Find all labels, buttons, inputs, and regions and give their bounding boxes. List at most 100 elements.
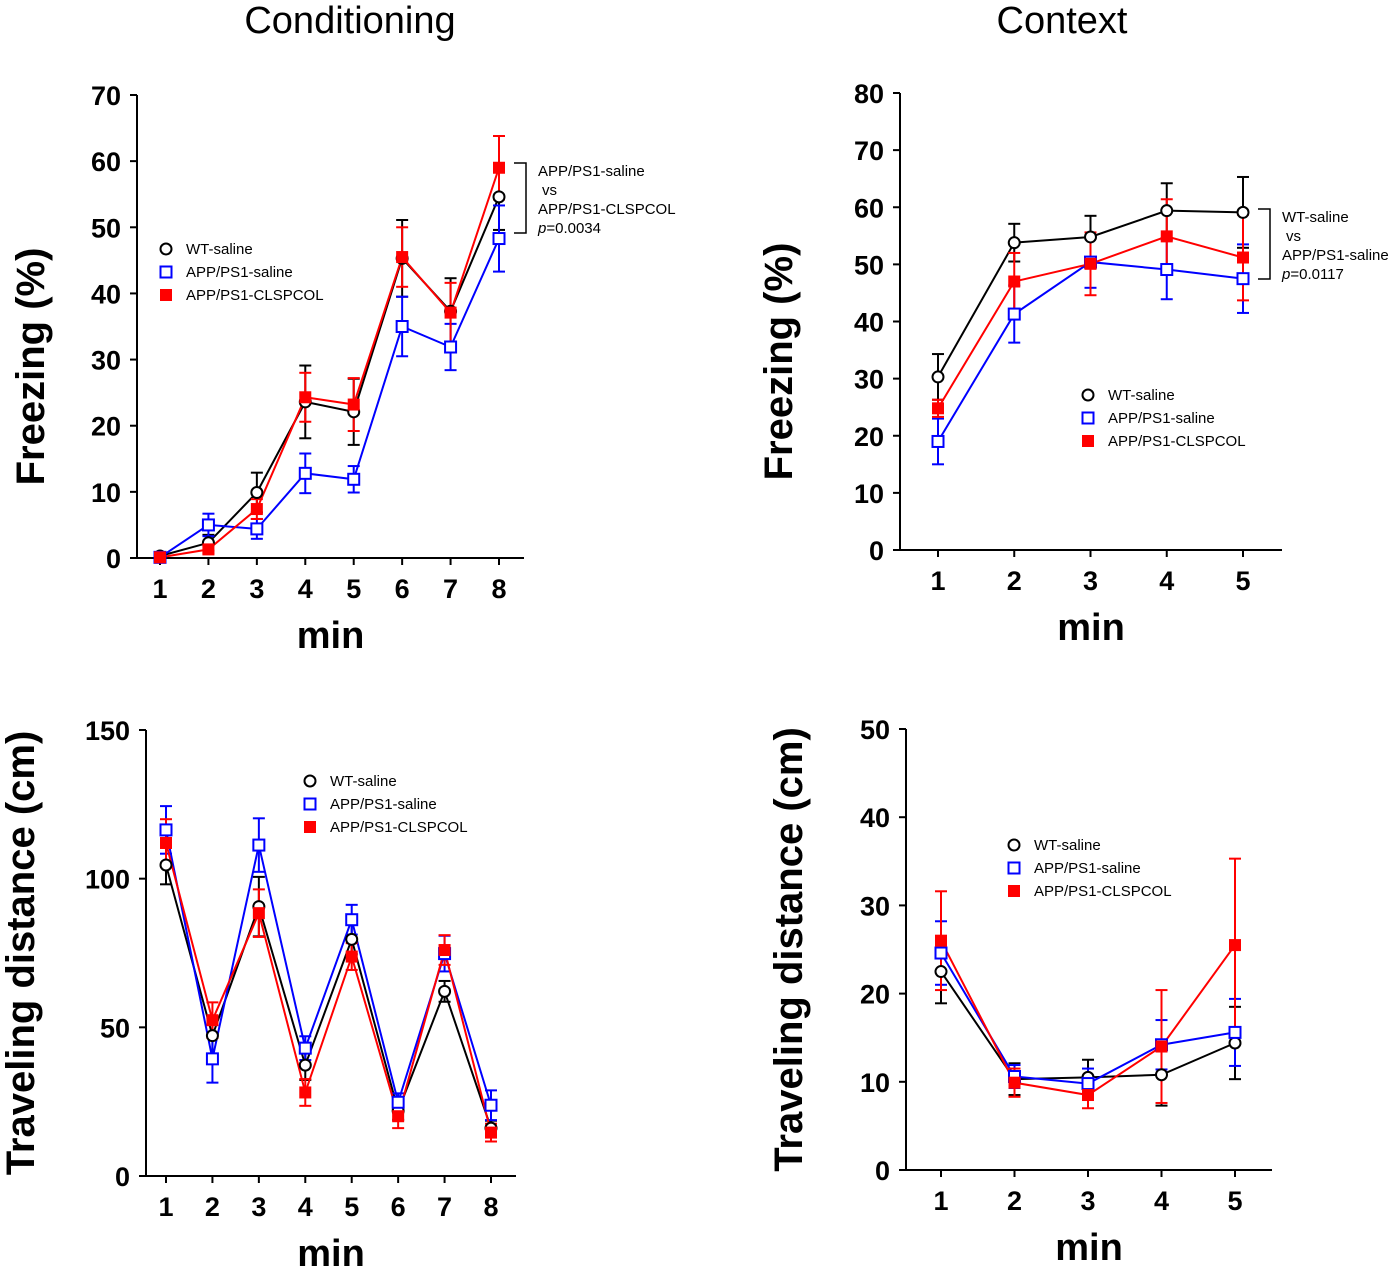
- series-line: [159, 238, 500, 559]
- data-point: [1160, 263, 1174, 277]
- data-point: [485, 1126, 497, 1139]
- y-tick-label: 30: [860, 891, 890, 921]
- y-tick-label: 80: [854, 79, 884, 109]
- data-point: [1229, 939, 1241, 952]
- x-tick-label: 5: [346, 574, 361, 604]
- y-tick-label: 10: [854, 479, 884, 509]
- y-tick-label: 50: [91, 213, 121, 243]
- annotation-text: WT-saline: [1282, 209, 1349, 226]
- data-point: [438, 984, 452, 998]
- x-tick-label: 4: [1159, 566, 1174, 596]
- data-point: [1155, 1040, 1168, 1053]
- data-point: [347, 472, 361, 486]
- data-point: [444, 340, 458, 354]
- data-point: [345, 913, 359, 927]
- data-point: [1081, 1077, 1095, 1091]
- y-tick-label: 50: [860, 715, 890, 745]
- data-point: [252, 907, 265, 920]
- data-point: [1228, 1025, 1242, 1039]
- data-point: [438, 944, 451, 957]
- panel-1: 0 10 20 30 40 50 60 70 1 2 3 4 5 6 7 8 min Freezing (%) WT…: [9, 81, 676, 657]
- series-wt-saline: [154, 162, 505, 559]
- legend-label: APP/PS1-CLSPCOL: [1108, 433, 1246, 450]
- panel-4: 0 10 20 30 40 50 1 2 3 4 5 min Traveling distance (c…: [767, 715, 1272, 1268]
- x-tick-label: 2: [201, 574, 216, 604]
- data-point: [345, 950, 358, 963]
- y-tick-label: 60: [91, 147, 121, 177]
- x-tick-label: 3: [1080, 1186, 1095, 1216]
- y-tick-label: 20: [854, 422, 884, 452]
- data-point: [202, 543, 215, 556]
- legend-label: APP/PS1-saline: [186, 264, 293, 281]
- x-axis-label: min: [297, 615, 365, 657]
- y-tick-label: 40: [91, 279, 121, 309]
- p-value-text: p=0.0034: [537, 220, 601, 237]
- y-tick-label: 0: [869, 536, 884, 566]
- data-point: [206, 1014, 219, 1027]
- x-tick-label: 4: [1154, 1186, 1169, 1216]
- data-point: [1237, 251, 1249, 264]
- data-point: [154, 551, 166, 564]
- data-point: [935, 934, 947, 947]
- legend-marker: [1081, 388, 1095, 402]
- data-point: [1007, 236, 1021, 250]
- legend-marker: [1007, 861, 1021, 875]
- x-tick-label: 2: [1007, 1186, 1022, 1216]
- x-tick-label: 1: [152, 574, 167, 604]
- x-tick-label: 3: [249, 574, 264, 604]
- data-point: [159, 858, 173, 872]
- y-tick-label: 0: [115, 1162, 130, 1192]
- x-tick-label: 3: [251, 1192, 266, 1222]
- legend: WT-saline APP/PS1-saline APP/PS1-CLSPCOL: [303, 773, 468, 836]
- legend-marker: [303, 774, 317, 788]
- data-point: [345, 932, 359, 946]
- y-tick-label: 60: [854, 193, 884, 223]
- data-point: [444, 306, 457, 319]
- data-point: [1160, 230, 1173, 243]
- series-line: [159, 167, 500, 559]
- legend-label: APP/PS1-CLSPCOL: [330, 819, 468, 836]
- y-tick-label: 40: [854, 308, 884, 338]
- column-title-context: Context: [997, 0, 1128, 42]
- data-point: [391, 1095, 405, 1109]
- y-axis-label: Freezing (%): [757, 243, 801, 481]
- x-tick-label: 5: [1227, 1186, 1242, 1216]
- y-tick-label: 20: [860, 980, 890, 1010]
- legend-label: APP/PS1-saline: [330, 796, 437, 813]
- y-tick-label: 0: [106, 544, 121, 574]
- x-tick-label: 6: [391, 1192, 406, 1222]
- data-point: [299, 1086, 312, 1099]
- x-axis-label: min: [297, 1233, 365, 1268]
- legend: WT-saline APP/PS1-saline APP/PS1-CLSPCOL: [1007, 837, 1172, 900]
- series-line: [165, 842, 492, 1133]
- p-value-text: p=0.0117: [1281, 266, 1344, 283]
- data-point: [1236, 205, 1250, 219]
- y-tick-label: 10: [91, 478, 121, 508]
- data-point: [298, 1041, 312, 1055]
- x-axis-label: min: [1057, 607, 1125, 649]
- p-label: p: [537, 220, 546, 237]
- y-tick-label: 0: [875, 1156, 890, 1186]
- legend-label: APP/PS1-saline: [1108, 410, 1215, 427]
- data-point: [392, 1110, 405, 1123]
- legend-marker: [1007, 838, 1021, 852]
- legend-label: WT-saline: [330, 773, 397, 790]
- data-point: [159, 823, 173, 837]
- data-point: [492, 232, 506, 246]
- data-point: [298, 1058, 312, 1072]
- data-point: [1008, 275, 1021, 288]
- legend-marker: [304, 821, 316, 833]
- legend-marker: [1008, 885, 1020, 897]
- legend: WT-saline APP/PS1-saline APP/PS1-CLSPCOL: [159, 241, 324, 304]
- data-point: [1228, 1036, 1242, 1050]
- data-point: [484, 1098, 498, 1112]
- x-axis-label: min: [1055, 1227, 1123, 1268]
- data-point: [492, 190, 506, 204]
- y-tick-label: 70: [91, 81, 121, 111]
- x-tick-label: 1: [933, 1186, 948, 1216]
- x-tick-label: 4: [298, 574, 313, 604]
- x-tick-label: 1: [930, 566, 945, 596]
- data-point: [1160, 204, 1174, 218]
- x-tick-label: 7: [443, 574, 458, 604]
